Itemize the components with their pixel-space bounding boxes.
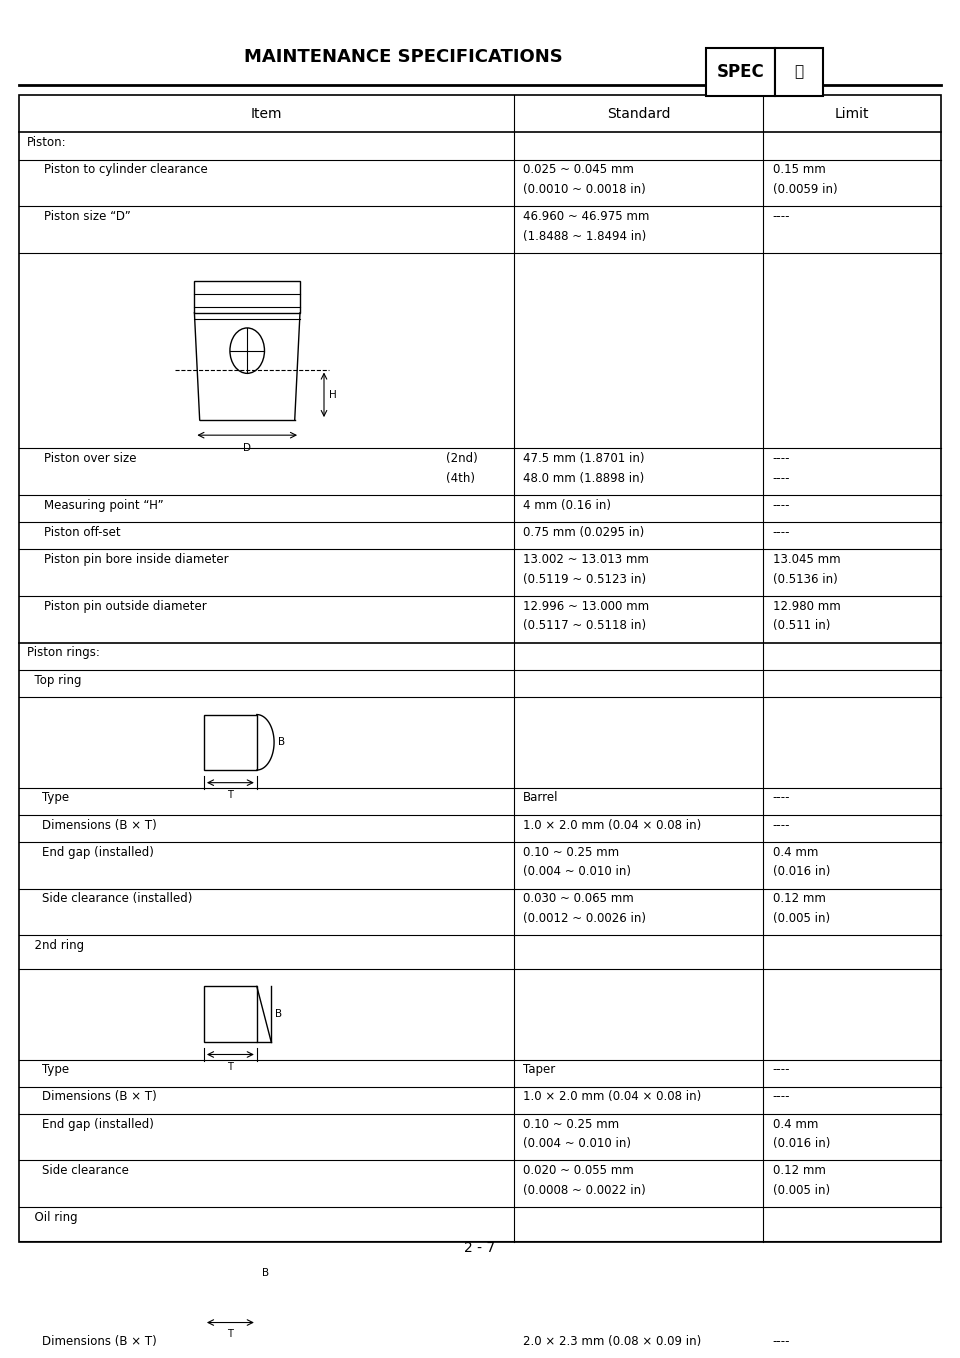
Text: (1.8488 ~ 1.8494 in): (1.8488 ~ 1.8494 in)	[523, 230, 646, 243]
Text: (0.016 in): (0.016 in)	[773, 1137, 830, 1150]
Bar	[204, 986, 257, 1042]
Text: (0.5136 in): (0.5136 in)	[773, 573, 837, 585]
Text: 1.0 × 2.0 mm (0.04 × 0.08 in): 1.0 × 2.0 mm (0.04 × 0.08 in)	[523, 819, 702, 831]
Text: ----: ----	[773, 452, 790, 466]
Text: Type: Type	[27, 1063, 69, 1077]
Text: (0.016 in): (0.016 in)	[773, 865, 830, 879]
Text: 0.025 ~ 0.045 mm: 0.025 ~ 0.045 mm	[523, 163, 634, 177]
Text: T: T	[228, 1062, 233, 1071]
Text: SPEC: SPEC	[716, 62, 764, 81]
Text: Piston pin outside diameter: Piston pin outside diameter	[44, 600, 207, 612]
Text: Side clearance: Side clearance	[27, 1164, 129, 1177]
Text: 0.12 mm: 0.12 mm	[773, 1164, 826, 1177]
Text: 0.10 ~ 0.25 mm: 0.10 ~ 0.25 mm	[523, 1118, 619, 1131]
Text: Measuring point “H”: Measuring point “H”	[44, 498, 164, 512]
Bar	[204, 714, 257, 770]
Text: (0.0008 ~ 0.0022 in): (0.0008 ~ 0.0022 in)	[523, 1184, 646, 1196]
Text: 13.045 mm: 13.045 mm	[773, 553, 840, 566]
Text: B: B	[261, 1268, 269, 1278]
Text: (0.005 in): (0.005 in)	[773, 913, 830, 925]
Text: T: T	[228, 1329, 233, 1339]
Text: Dimensions (B × T): Dimensions (B × T)	[27, 1090, 156, 1104]
Text: Top ring: Top ring	[27, 674, 82, 687]
Bar	[706, 48, 775, 96]
Text: 12.980 mm: 12.980 mm	[773, 600, 841, 612]
Text: 🔧: 🔧	[794, 64, 804, 79]
Text: Piston pin bore inside diameter: Piston pin bore inside diameter	[44, 553, 228, 566]
Text: (0.511 in): (0.511 in)	[773, 619, 830, 633]
Text: (0.0010 ~ 0.0018 in): (0.0010 ~ 0.0018 in)	[523, 183, 646, 196]
Text: ----: ----	[773, 210, 790, 223]
Text: 0.4 mm: 0.4 mm	[773, 1118, 818, 1131]
Text: (0.004 ~ 0.010 in): (0.004 ~ 0.010 in)	[523, 1137, 632, 1150]
Text: 0.10 ~ 0.25 mm: 0.10 ~ 0.25 mm	[523, 846, 619, 858]
Text: 0.020 ~ 0.055 mm: 0.020 ~ 0.055 mm	[523, 1164, 634, 1177]
Text: Dimensions (B × T): Dimensions (B × T)	[27, 819, 156, 831]
Text: ----: ----	[773, 1335, 790, 1348]
Text: (0.0012 ~ 0.0026 in): (0.0012 ~ 0.0026 in)	[523, 913, 646, 925]
Text: Dimensions (B × T): Dimensions (B × T)	[27, 1335, 156, 1348]
Text: 2.0 × 2.3 mm (0.08 × 0.09 in): 2.0 × 2.3 mm (0.08 × 0.09 in)	[523, 1335, 702, 1348]
Bar	[204, 1290, 257, 1296]
Bar	[775, 48, 823, 96]
Text: Item: Item	[251, 106, 282, 121]
Text: B: B	[276, 1009, 282, 1018]
Text: ----: ----	[773, 526, 790, 539]
Text: 1.0 × 2.0 mm (0.04 × 0.08 in): 1.0 × 2.0 mm (0.04 × 0.08 in)	[523, 1090, 702, 1104]
Text: 0.12 mm: 0.12 mm	[773, 892, 826, 906]
Text: Oil ring: Oil ring	[27, 1211, 78, 1224]
Text: Piston off-set: Piston off-set	[44, 526, 121, 539]
Text: (0.005 in): (0.005 in)	[773, 1184, 830, 1196]
Text: (4th): (4th)	[446, 471, 475, 485]
Text: Piston:: Piston:	[27, 136, 66, 149]
Text: Type: Type	[27, 792, 69, 804]
Text: ----: ----	[773, 792, 790, 804]
Text: (0.5117 ~ 0.5118 in): (0.5117 ~ 0.5118 in)	[523, 619, 646, 633]
Text: (0.0059 in): (0.0059 in)	[773, 183, 837, 196]
Text: Standard: Standard	[607, 106, 670, 121]
Text: 0.4 mm: 0.4 mm	[773, 846, 818, 858]
Text: 0.15 mm: 0.15 mm	[773, 163, 826, 177]
Text: ----: ----	[773, 498, 790, 512]
Text: B: B	[278, 737, 285, 747]
Text: MAINTENANCE SPECIFICATIONS: MAINTENANCE SPECIFICATIONS	[244, 48, 563, 65]
Text: (0.5119 ~ 0.5123 in): (0.5119 ~ 0.5123 in)	[523, 573, 646, 585]
Text: End gap (installed): End gap (installed)	[27, 846, 154, 858]
Text: ----: ----	[773, 1063, 790, 1077]
Bar	[204, 1296, 257, 1310]
Text: 12.996 ~ 13.000 mm: 12.996 ~ 13.000 mm	[523, 600, 649, 612]
Text: Barrel: Barrel	[523, 792, 559, 804]
Text: T: T	[228, 790, 233, 800]
Bar	[194, 281, 300, 312]
Text: 48.0 mm (1.8898 in): 48.0 mm (1.8898 in)	[523, 471, 644, 485]
Text: 13.002 ~ 13.013 mm: 13.002 ~ 13.013 mm	[523, 553, 649, 566]
Text: ----: ----	[773, 819, 790, 831]
Text: (2nd): (2nd)	[446, 452, 478, 466]
Text: 2nd ring: 2nd ring	[27, 940, 84, 952]
Text: 47.5 mm (1.8701 in): 47.5 mm (1.8701 in)	[523, 452, 645, 466]
Text: ----: ----	[773, 1090, 790, 1104]
Text: (0.004 ~ 0.010 in): (0.004 ~ 0.010 in)	[523, 865, 632, 879]
Bar	[204, 1267, 257, 1282]
Text: Side clearance (installed): Side clearance (installed)	[27, 892, 192, 906]
Text: Piston over size: Piston over size	[44, 452, 136, 466]
Text: D: D	[243, 443, 252, 452]
Text: 4 mm (0.16 in): 4 mm (0.16 in)	[523, 498, 612, 512]
Text: End gap (installed): End gap (installed)	[27, 1118, 154, 1131]
Text: Taper: Taper	[523, 1063, 556, 1077]
Text: Piston size “D”: Piston size “D”	[44, 210, 131, 223]
Text: 0.030 ~ 0.065 mm: 0.030 ~ 0.065 mm	[523, 892, 634, 906]
Text: 0.75 mm (0.0295 in): 0.75 mm (0.0295 in)	[523, 526, 644, 539]
Text: 46.960 ~ 46.975 mm: 46.960 ~ 46.975 mm	[523, 210, 650, 223]
Text: ----: ----	[773, 471, 790, 485]
Text: H: H	[328, 390, 337, 399]
Text: 2 - 7: 2 - 7	[465, 1241, 495, 1255]
Text: Limit: Limit	[835, 106, 869, 121]
Text: Piston to cylinder clearance: Piston to cylinder clearance	[44, 163, 208, 177]
Text: Piston rings:: Piston rings:	[27, 646, 100, 660]
